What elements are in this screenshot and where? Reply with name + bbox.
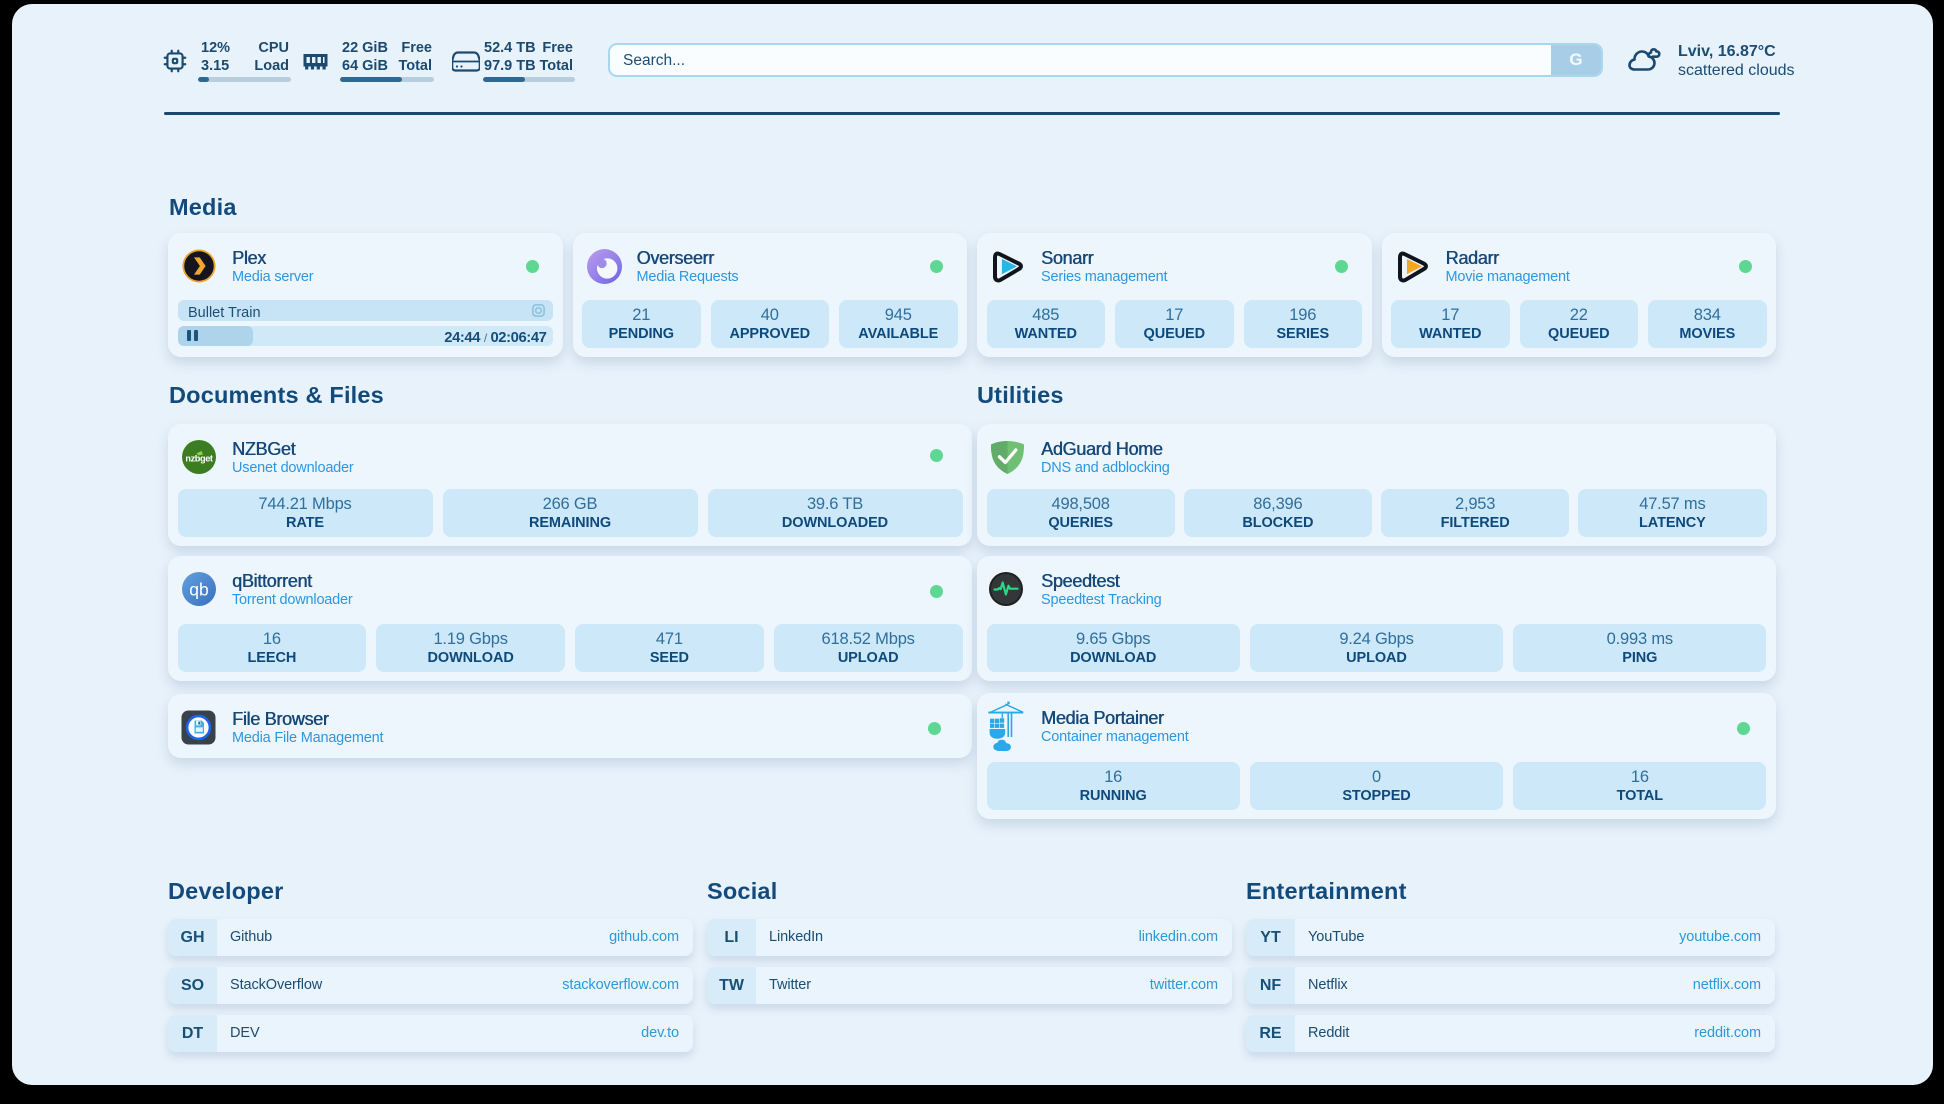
svg-text:nzbget: nzbget xyxy=(185,454,213,464)
svg-text:qb: qb xyxy=(189,580,208,600)
